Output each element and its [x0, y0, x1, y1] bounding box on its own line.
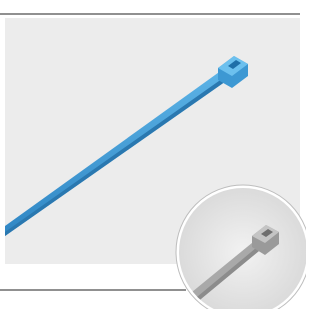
product-image: [0, 0, 306, 309]
